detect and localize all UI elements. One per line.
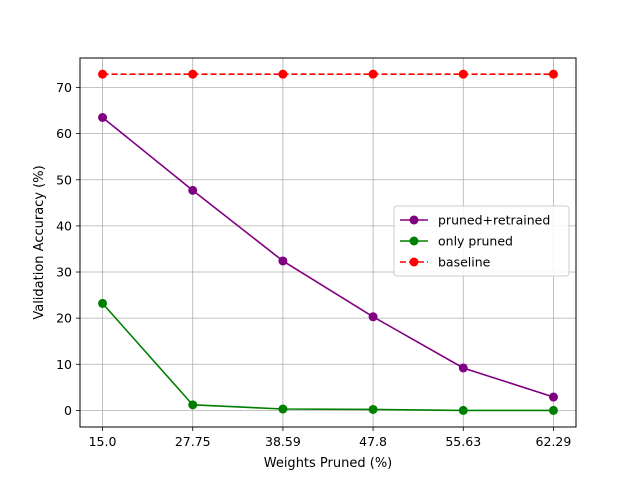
- x-axis: 15.0 27.75 38.59 47.8 55.63 62.29: [89, 427, 572, 449]
- y-tick-label: 40: [56, 218, 72, 233]
- x-axis-label: Weights Pruned (%): [264, 456, 393, 471]
- data-point-only-pruned: [368, 404, 378, 414]
- legend-swatch-marker: [409, 257, 419, 267]
- x-tick-label: 27.75: [175, 434, 211, 449]
- legend-swatch-marker: [409, 236, 419, 246]
- plot-frame: [79, 57, 577, 428]
- data-point-baseline: [98, 69, 108, 79]
- series-layer: [98, 69, 558, 415]
- legend-label: only pruned: [438, 234, 513, 249]
- y-tick-label: 10: [56, 357, 72, 372]
- series-line-pruned-retrained: [102, 116, 554, 398]
- data-point-only-pruned: [278, 404, 288, 414]
- y-axis: 0 10 20 30 40 50 60 70: [56, 80, 80, 418]
- data-point-baseline: [368, 69, 378, 79]
- data-point-only-pruned: [98, 298, 108, 308]
- y-tick-label: 60: [56, 126, 72, 141]
- data-point-pruned-retrained: [368, 312, 378, 322]
- x-tick-label: 62.29: [536, 434, 572, 449]
- data-point-only-pruned: [458, 405, 468, 415]
- data-point-baseline: [458, 69, 468, 79]
- data-point-pruned-retrained: [458, 363, 468, 373]
- data-point-pruned-retrained: [548, 392, 558, 402]
- data-point-pruned-retrained: [278, 256, 288, 266]
- x-tick-label: 38.59: [265, 434, 301, 449]
- legend-label: pruned+retrained: [438, 213, 550, 228]
- y-tick-label: 30: [56, 265, 72, 280]
- data-point-only-pruned: [188, 400, 198, 410]
- data-point-baseline: [278, 69, 288, 79]
- data-point-only-pruned: [548, 405, 558, 415]
- y-tick-label: 50: [56, 172, 72, 187]
- x-tick-label: 55.63: [445, 434, 481, 449]
- series-line-only-pruned: [101, 302, 554, 412]
- x-tick-label: 15.0: [89, 434, 117, 449]
- data-point-baseline: [188, 69, 198, 79]
- data-point-pruned-retrained: [98, 113, 108, 123]
- legend-swatch-marker: [409, 215, 419, 225]
- legend-box: [393, 205, 570, 277]
- y-tick-label: 70: [56, 80, 72, 95]
- legend-label: baseline: [438, 255, 491, 270]
- x-tick-label: 47.8: [359, 434, 387, 449]
- legend: pruned+retrained only pruned baseline: [393, 205, 570, 277]
- y-axis-label: Validation Accuracy (%): [32, 165, 47, 319]
- data-point-baseline: [548, 69, 558, 79]
- y-tick-label: 0: [64, 403, 72, 418]
- data-point-pruned-retrained: [188, 185, 198, 195]
- y-tick-label: 20: [56, 311, 72, 326]
